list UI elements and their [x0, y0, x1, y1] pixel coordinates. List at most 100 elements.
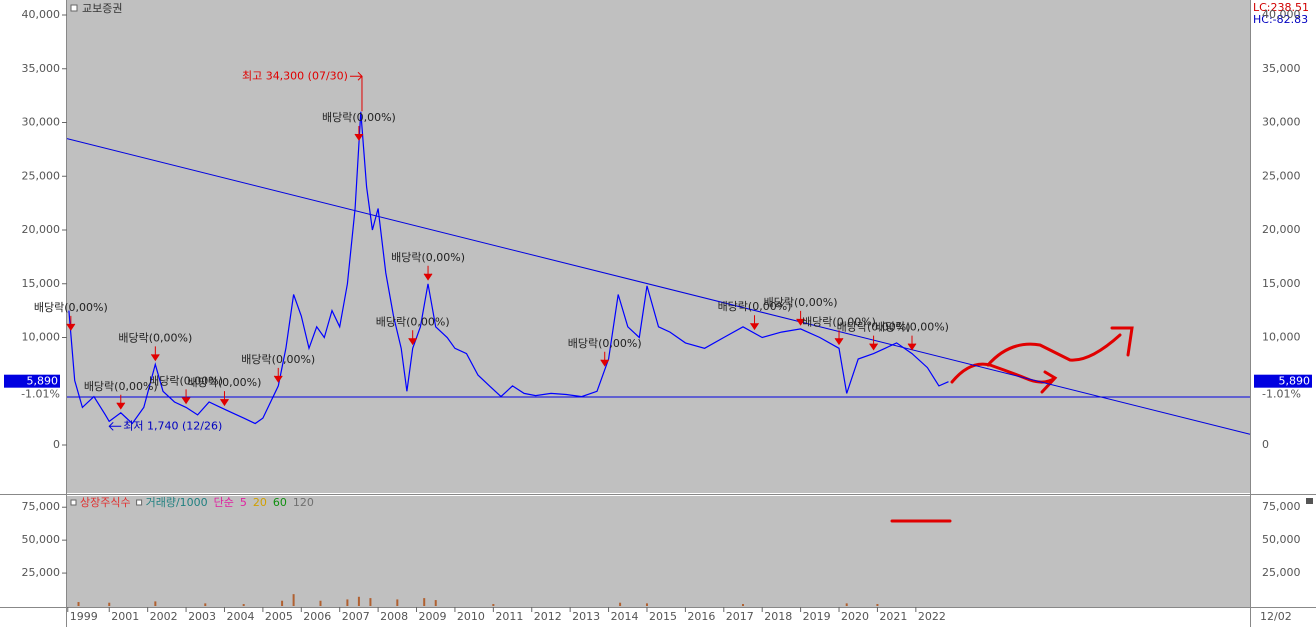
lc-label: LC:238.51 — [1253, 1, 1309, 14]
legend-label: 5 — [240, 496, 247, 509]
dividend-label: 배당락(0,00%) — [84, 380, 158, 393]
title-icon — [70, 4, 78, 12]
low-marker — [108, 421, 122, 431]
dividend-label: 배당락(0,00%) — [568, 337, 642, 350]
y-tick-label: 0 — [1262, 438, 1269, 451]
volume-bar — [77, 602, 80, 606]
legend-icon — [136, 499, 143, 506]
hc-label: HC:-82.83 — [1253, 13, 1308, 26]
y-tick-label: 25,000 — [1262, 566, 1301, 579]
legend-label: 60 — [273, 496, 287, 509]
chart-title: 교보증권 — [82, 2, 122, 15]
y-tick-label: 30,000 — [1262, 116, 1301, 129]
volume-bar — [108, 602, 111, 606]
x-tick-label: 2001 — [111, 610, 139, 623]
x-tick-label: 2005 — [265, 610, 293, 623]
y-tick-label: 10,000 — [1262, 331, 1301, 344]
x-tick-label: 2013 — [572, 610, 600, 623]
x-tick-label: 2019 — [803, 610, 831, 623]
y-tick-label: 50,000 — [22, 533, 61, 546]
price-tag-label: 5,890 — [1279, 375, 1311, 388]
dividend-marker — [66, 315, 76, 331]
volume-bar — [396, 599, 399, 606]
dividend-marker — [907, 335, 917, 351]
change-label: -1.01% — [21, 388, 60, 401]
y-tick-label: 25,000 — [22, 566, 61, 579]
dividend-marker — [600, 351, 610, 367]
legend-label: 상장주식수 — [80, 496, 131, 509]
x-tick-label: 2016 — [687, 610, 715, 623]
dividend-marker — [220, 391, 229, 407]
dividend-label: 배당락(0,00%) — [718, 300, 792, 313]
trendline — [66, 138, 1251, 435]
high-label: 최고 34,300 (07/30) — [242, 69, 348, 82]
dividend-label: 배당락(0,00%) — [322, 111, 396, 124]
y-tick-label: 40,000 — [22, 8, 61, 21]
dividend-label: 배당락(0,00%) — [241, 353, 315, 366]
price-tag — [4, 374, 60, 388]
high-marker — [349, 71, 363, 112]
x-tick-label: 2008 — [380, 610, 408, 623]
dividend-marker — [150, 346, 160, 362]
y-tick-label: 50,000 — [1262, 533, 1301, 546]
x-tick-label: 2007 — [342, 610, 370, 623]
price-tag — [1254, 374, 1312, 388]
legend-label: 120 — [293, 496, 314, 509]
y-tick-label: 0 — [53, 438, 60, 451]
legend-label: 20 — [253, 496, 267, 509]
y-tick-label: 35,000 — [22, 62, 61, 75]
dividend-marker — [408, 330, 418, 346]
y-tick-label: 40,000 — [1262, 8, 1301, 21]
x-tick-label: 2011 — [495, 610, 523, 623]
y-tick-label: 15,000 — [22, 277, 61, 290]
volume-bar — [876, 604, 879, 606]
volume-bar — [319, 600, 322, 606]
dividend-marker — [834, 330, 844, 346]
x-tick-label: 2014 — [611, 610, 639, 623]
y-tick-label: 10,000 — [22, 331, 61, 344]
x-tick-label: 2003 — [188, 610, 216, 623]
legend-label: 단순 — [214, 496, 234, 509]
dividend-label: 배당락(0,00%) — [376, 315, 450, 328]
legend-label: 거래량/1000 — [146, 496, 208, 509]
x-tick-label: 2002 — [150, 610, 178, 623]
volume-bar — [357, 596, 360, 606]
volume-bar — [154, 601, 157, 606]
dividend-label: 배당락(0,00%) — [764, 296, 838, 309]
y-tick-label: 75,000 — [22, 500, 61, 513]
dividend-marker — [869, 335, 879, 351]
price-tag-label: 5,890 — [27, 375, 59, 388]
y-tick-label: 35,000 — [1262, 62, 1301, 75]
x-tick-label: 2020 — [841, 610, 869, 623]
volume-bar — [281, 600, 284, 606]
dividend-label: 배당락(0,00%) — [118, 331, 192, 344]
x-tick-label: 2015 — [649, 610, 677, 623]
dividend-marker — [354, 126, 364, 141]
close-button[interactable] — [1306, 498, 1313, 504]
dividend-label: 배당락(0,00%) — [34, 301, 108, 314]
volume-bar — [423, 598, 426, 606]
volume-bar — [292, 594, 295, 606]
y-tick-label: 20,000 — [22, 223, 61, 236]
dividend-marker — [423, 265, 433, 281]
low-label: 최저 1,740 (12/26) — [123, 419, 222, 432]
volume-bar — [492, 604, 495, 606]
volume-bar — [619, 602, 622, 606]
dividend-marker — [116, 394, 126, 410]
y-tick-label: 15,000 — [1262, 277, 1301, 290]
x-tick-label: 2022 — [918, 610, 946, 623]
volume-bar — [434, 600, 437, 606]
hand-drawing — [890, 326, 1134, 523]
date-label: 12/02 — [1260, 610, 1292, 623]
volume-bar — [242, 604, 245, 606]
dividend-label: 배당락(0,00%) — [391, 251, 465, 264]
volume-bar — [346, 599, 349, 606]
x-tick-label: 2010 — [457, 610, 485, 623]
y-tick-label: 25,000 — [22, 169, 61, 182]
volume-bar — [645, 603, 648, 606]
x-tick-label: 2018 — [764, 610, 792, 623]
dividend-label: 배당락(0,00%) — [802, 315, 876, 328]
dividend-label: 배당락(0,00%) — [875, 321, 949, 334]
dividend-marker — [273, 367, 283, 383]
